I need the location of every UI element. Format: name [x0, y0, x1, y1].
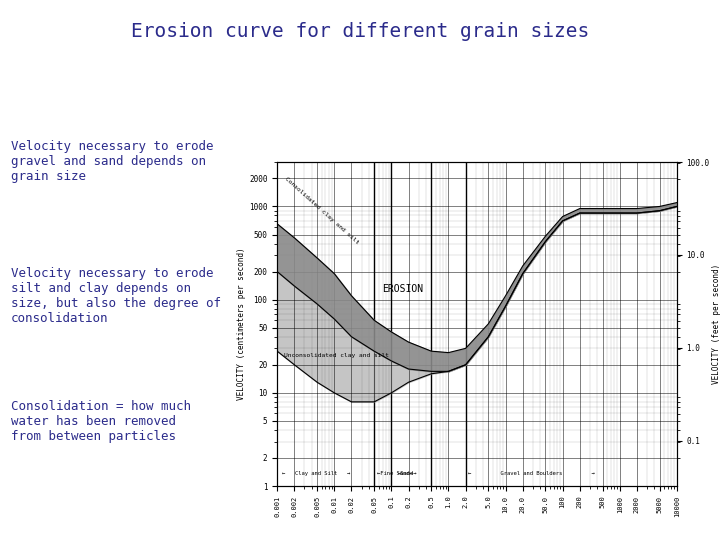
- Text: Consolidation = how much
water has been removed
from between particles: Consolidation = how much water has been …: [11, 400, 191, 443]
- Text: Erosion curve for different grain sizes: Erosion curve for different grain sizes: [131, 22, 589, 40]
- Y-axis label: VELOCITY (centimeters per second): VELOCITY (centimeters per second): [237, 248, 246, 400]
- Text: Consolidated clay and silt: Consolidated clay and silt: [284, 177, 359, 246]
- Text: Velocity necessary to erode
gravel and sand depends on
grain size: Velocity necessary to erode gravel and s…: [11, 140, 213, 184]
- Text: Velocity necessary to erode
silt and clay depends on
size, but also the degree o: Velocity necessary to erode silt and cla…: [11, 267, 221, 325]
- Text: EROSION: EROSION: [382, 284, 423, 294]
- Text: ←Sand→: ←Sand→: [398, 471, 418, 476]
- Text: Unconsolidated clay and silt: Unconsolidated clay and silt: [284, 353, 389, 358]
- Text: ←   Clay and Silt   →: ← Clay and Silt →: [282, 471, 350, 476]
- Text: ←         Gravel and Boulders         →: ← Gravel and Boulders →: [468, 471, 595, 476]
- Text: ←Fine Sand→: ←Fine Sand→: [377, 471, 413, 476]
- Y-axis label: VELOCITY (feet per second): VELOCITY (feet per second): [712, 264, 720, 384]
